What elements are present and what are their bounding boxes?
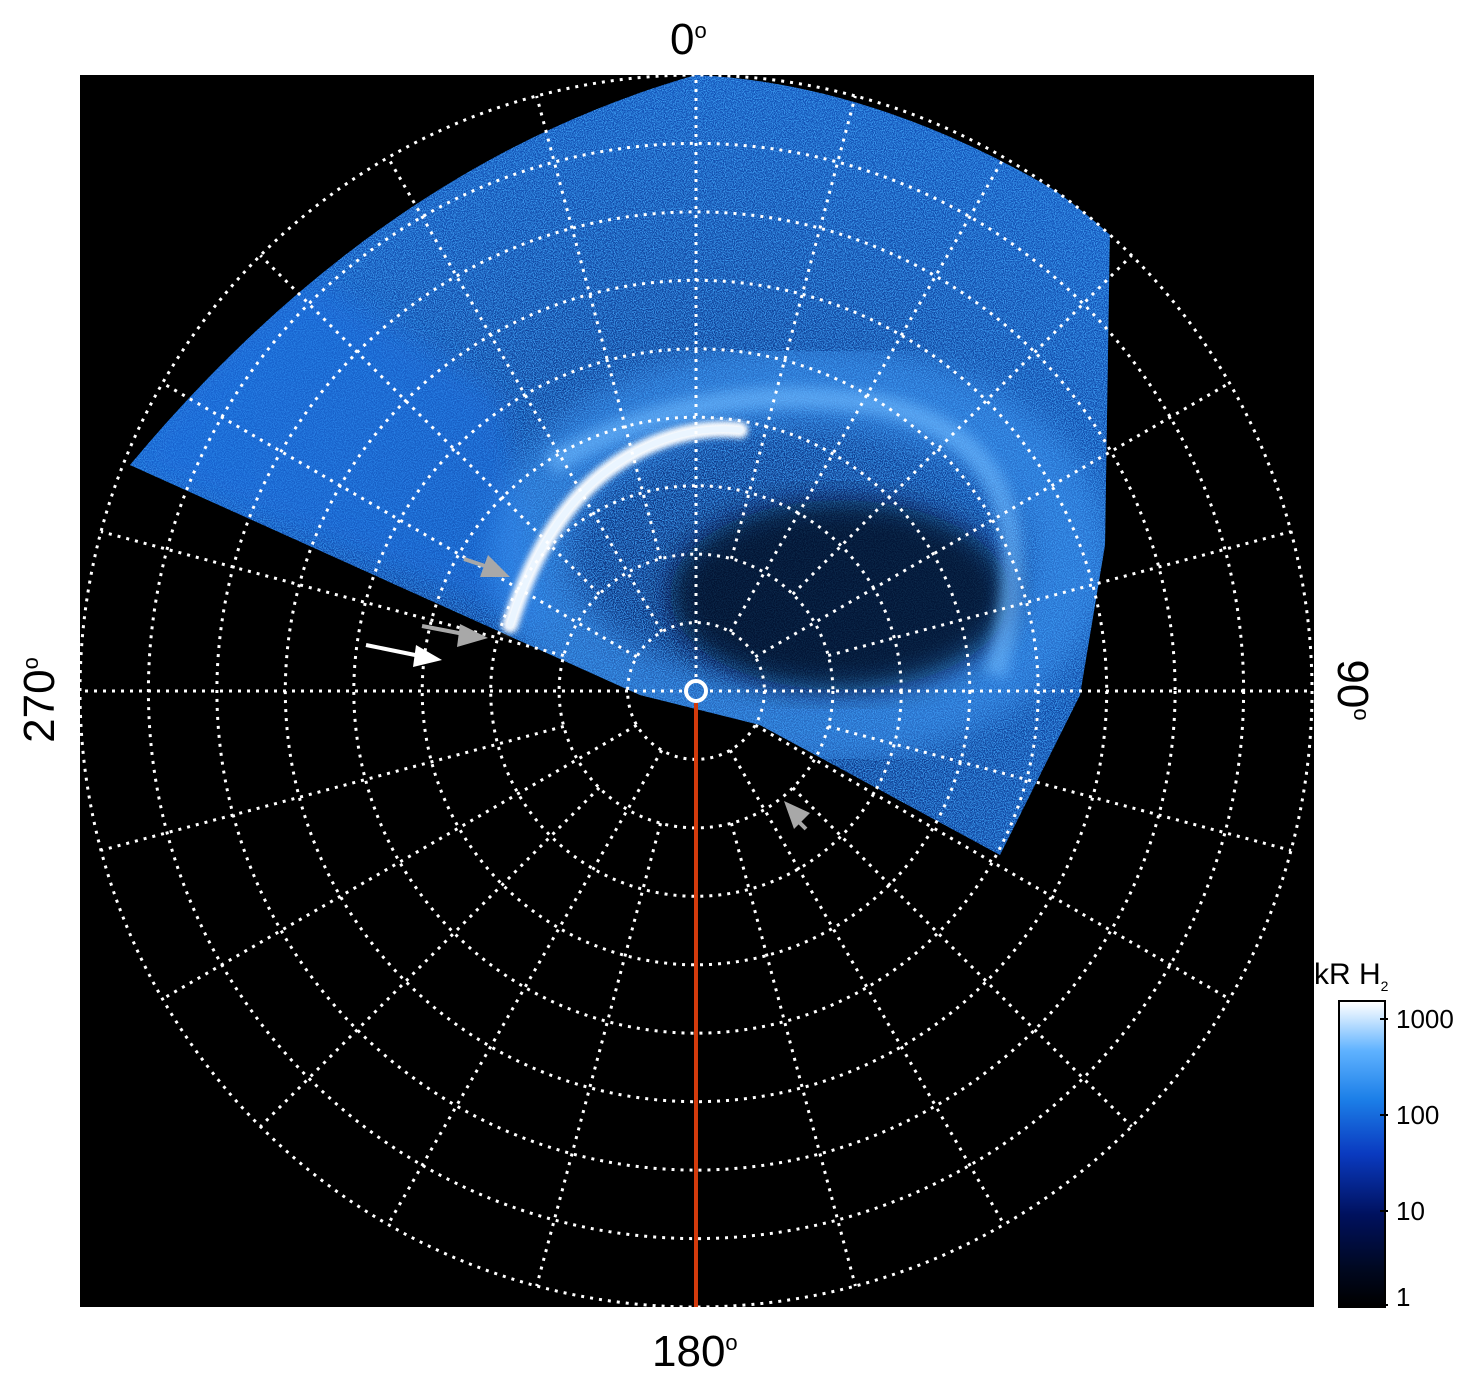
longitude-label-90: 90o [1328, 659, 1377, 721]
colorbar-tick-10: 10 [1396, 1196, 1425, 1226]
colorbar-title: kR H2 [1314, 958, 1389, 994]
grid-spoke [728, 156, 1006, 633]
grid-circle [352, 347, 1040, 1035]
pole-marker [684, 679, 708, 703]
grid-circle [80, 75, 1314, 1307]
colorbar-tick-1: 1 [1396, 1282, 1411, 1312]
colorbar-tickmark [1380, 1018, 1388, 1020]
colorbar-tickmark [1380, 1210, 1388, 1212]
longitude-label-0: 0o [670, 15, 707, 64]
polar-aurora-image [80, 75, 1314, 1307]
grid-spoke [728, 749, 1006, 1226]
colorbar-tick-1000: 1000 [1396, 1004, 1454, 1034]
longitude-label-270: 270o [15, 657, 64, 743]
grid-spoke [386, 156, 664, 633]
grid-circle [215, 210, 1177, 1172]
colorbar-tick-100: 100 [1396, 1100, 1440, 1130]
white-arrow [365, 643, 442, 667]
grey-arrow-2 [463, 555, 510, 577]
grid-circle [557, 552, 835, 830]
polar-grid [80, 75, 1314, 1307]
grid-spoke [161, 723, 638, 1001]
colorbar-tickmark [1380, 1304, 1388, 1306]
longitude-label-180: 180o [652, 1327, 738, 1376]
grey-arrow-1 [421, 624, 488, 647]
grid-circle [420, 415, 972, 967]
grey-arrow-3 [784, 801, 810, 831]
colorbar [1338, 1000, 1386, 1308]
grid-spoke [754, 723, 1231, 1001]
grid-spoke [161, 381, 638, 659]
grid-spoke [386, 749, 664, 1226]
grid-spoke [754, 381, 1231, 659]
colorbar-tickmark [1380, 1114, 1388, 1116]
